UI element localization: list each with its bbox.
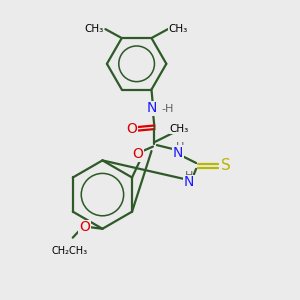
Text: O: O	[126, 122, 137, 136]
Text: N: N	[173, 146, 183, 160]
Text: S: S	[221, 158, 231, 173]
Text: CH₃: CH₃	[169, 24, 188, 34]
Text: O: O	[133, 147, 143, 161]
Text: O: O	[79, 220, 90, 234]
Text: H: H	[176, 142, 184, 152]
Text: CH₂CH₃: CH₂CH₃	[52, 246, 88, 256]
Text: H: H	[184, 171, 193, 181]
Text: CH₃: CH₃	[169, 124, 188, 134]
Text: N: N	[184, 175, 194, 189]
Text: CH₃: CH₃	[85, 24, 104, 34]
Text: N: N	[146, 101, 157, 115]
Text: -H: -H	[161, 104, 174, 115]
